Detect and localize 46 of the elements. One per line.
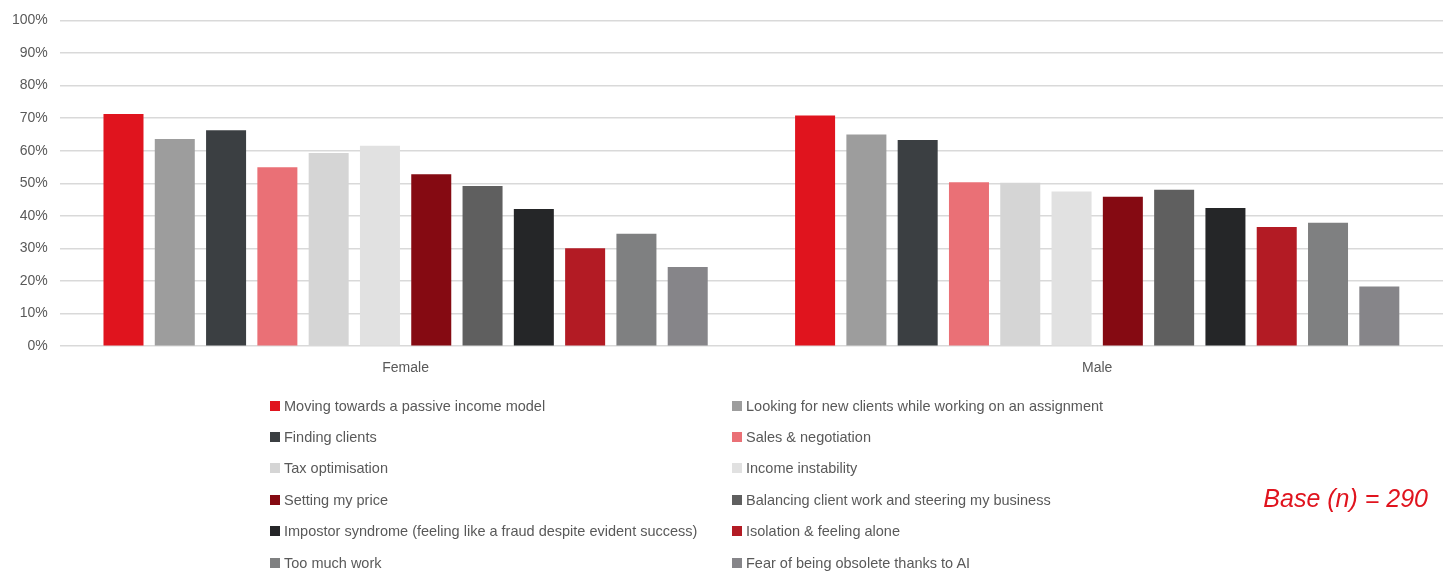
legend-label: Income instability [746, 460, 858, 477]
bar [1205, 208, 1246, 346]
legend-label: Moving towards a passive income model [284, 397, 546, 414]
y-tick-label: 20% [19, 271, 48, 288]
y-tick-label: 50% [19, 174, 48, 191]
bar [1308, 222, 1349, 346]
text: Base (n) = 290 [1263, 484, 1428, 513]
bar [1102, 196, 1143, 346]
legend-label: Balancing client work and steering my business [746, 491, 1051, 508]
x-tick-label: Male [1082, 359, 1113, 376]
bar [897, 139, 938, 346]
bar [411, 174, 452, 346]
bar [1359, 286, 1400, 346]
legend-label: Finding clients [284, 429, 377, 446]
y-tick-label: 80% [19, 76, 48, 93]
bar [948, 182, 989, 346]
legend-label: Looking for new clients while working on an assignment [746, 397, 1104, 414]
y-tick-label: 0% [27, 337, 48, 354]
y-tick-label: 70% [19, 109, 48, 125]
legend-label: Setting my price [284, 491, 388, 508]
bar [667, 267, 708, 346]
bar [462, 185, 503, 346]
bar [257, 167, 298, 346]
legend-label: Fear of being obsolete thanks to AI [746, 554, 971, 571]
y-tick-label: 60% [19, 141, 48, 158]
bar [206, 130, 247, 346]
bar [565, 248, 606, 346]
bar [616, 233, 657, 346]
bar [846, 134, 887, 346]
legend-label: Sales & negotiation [746, 429, 871, 446]
bar [1154, 189, 1195, 346]
legend-label: Impostor syndrome (feeling like a fraud despite evident success) [284, 523, 698, 540]
y-tick-label: 10% [19, 304, 48, 321]
y-tick-label: 90% [19, 43, 48, 60]
legend-label: Too much work [284, 554, 382, 571]
bar [154, 138, 195, 346]
x-tick-label: Female [382, 359, 430, 376]
bar [103, 113, 144, 346]
bar [513, 209, 554, 346]
bar [1256, 226, 1297, 346]
y-tick-label: 40% [19, 206, 48, 223]
legend-label: Tax optimisation [284, 460, 388, 477]
y-tick-label: 30% [19, 239, 48, 256]
y-tick-label: 100% [11, 11, 48, 28]
legend-label: Isolation & feeling alone [746, 523, 900, 540]
bar [795, 115, 836, 346]
